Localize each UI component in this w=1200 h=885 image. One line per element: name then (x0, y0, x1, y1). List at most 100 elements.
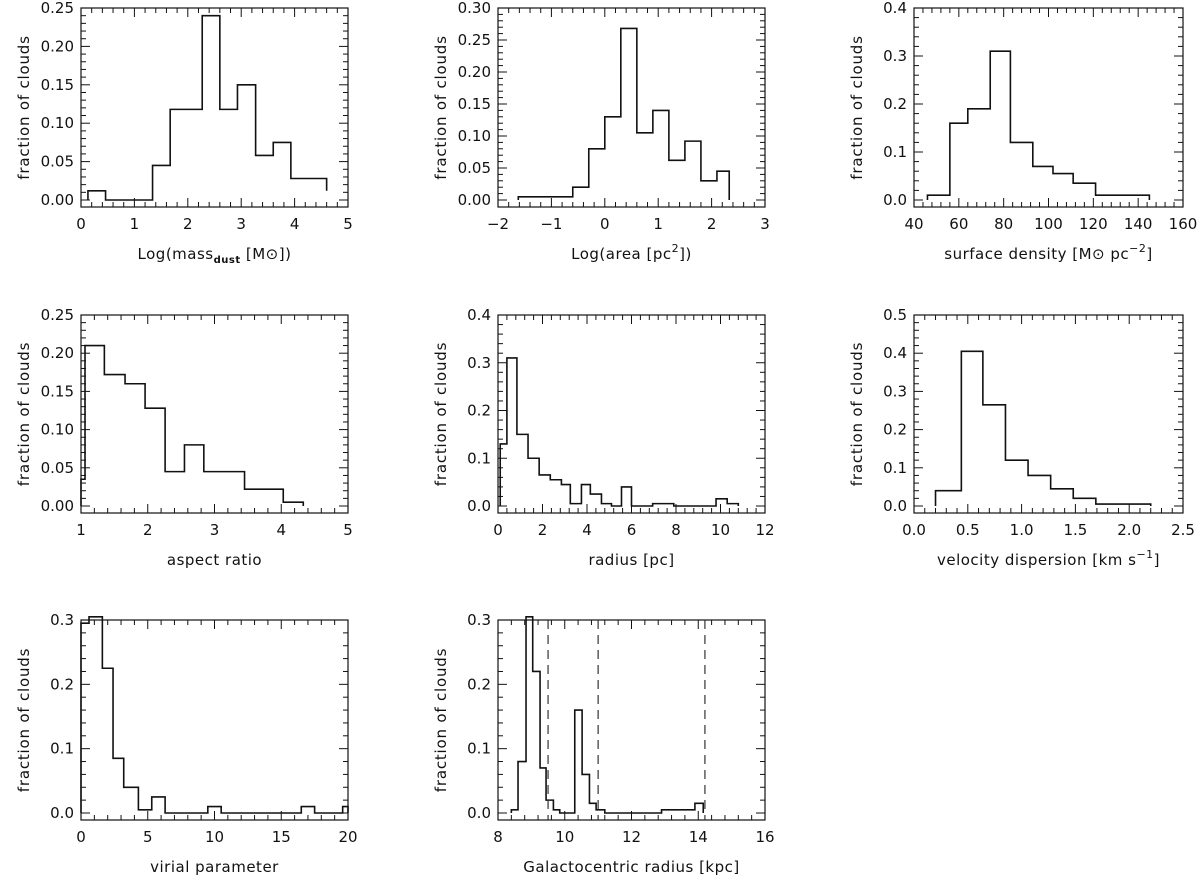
histogram-bin (968, 109, 990, 200)
histogram-bin (152, 797, 165, 813)
y-tick-label: 0.1 (883, 143, 907, 161)
y-tick-label: 0.20 (41, 344, 74, 362)
x-tick-label: 2 (707, 215, 717, 233)
y-tick-label: 0.20 (41, 37, 74, 55)
x-tick-label: −1 (540, 215, 562, 233)
histogram-panel: 8 10 12 14 16 0.0 0.1 0.2 0.3 fraction of clouds G… (432, 611, 775, 876)
x-tick-label: 5 (343, 215, 353, 233)
x-axis-label-main: velocity dispersion [km s (937, 551, 1136, 569)
histogram-bin (546, 800, 553, 813)
x-axis-label: Log(massdust [M⊙]) (138, 245, 292, 266)
histogram-outline (87, 14, 328, 201)
histogram-bin (202, 16, 220, 200)
y-axis-label: fraction of clouds (432, 648, 450, 792)
histogram-bin (1028, 475, 1051, 506)
histogram-bin (256, 155, 274, 200)
x-axis-label-superscript: −1 (1136, 548, 1153, 561)
histogram-bin (950, 123, 968, 200)
x-axis-label-subscript: dust (214, 255, 241, 266)
histogram-bin (575, 710, 582, 813)
x-axis-label-tail: ] (1146, 245, 1152, 263)
histogram-bin (170, 109, 202, 200)
x-axis-label-main: surface density [M⊙ pc (944, 245, 1129, 263)
x-tick-label: 0.0 (902, 521, 926, 539)
histogram-outline (510, 615, 705, 814)
x-axis-label: virial parameter (150, 858, 279, 876)
x-tick-label: 10 (555, 828, 574, 846)
histogram-bin (936, 491, 962, 506)
histogram-bin (184, 445, 203, 506)
x-tick-label: 40 (904, 215, 923, 233)
x-tick-label: 3 (236, 215, 246, 233)
y-axis-label: fraction of clouds (848, 342, 866, 486)
histogram-bin (301, 807, 314, 813)
y-tick-label: 0.3 (883, 47, 907, 65)
x-tick-label: 15 (272, 828, 291, 846)
histogram-bin (245, 489, 284, 506)
histogram-bin (717, 171, 729, 200)
x-axis-label-tail: ]) (679, 245, 692, 263)
x-tick-label: 1 (76, 521, 86, 539)
x-axis-label: surface density [M⊙ pc−2] (944, 242, 1152, 263)
histogram-bin (291, 178, 309, 200)
x-tick-label: 1 (653, 215, 663, 233)
x-tick-label: 2 (183, 215, 193, 233)
y-tick-label: 0.15 (41, 76, 74, 94)
histogram-panel: 0 1 2 3 4 5 0.00 0.05 0.10 0.15 0.20 0.25 fraction o… (15, 0, 353, 266)
histogram-outline (934, 350, 1152, 506)
y-tick-label: 0.0 (883, 191, 907, 209)
histogram-bin (582, 774, 589, 813)
histogram-outline (499, 357, 740, 507)
y-tick-label: 0.4 (883, 0, 907, 17)
histogram-bin (507, 358, 517, 506)
histogram-bin (113, 758, 124, 813)
x-tick-label: 8 (493, 828, 503, 846)
histogram-outline (80, 344, 305, 506)
histogram-bin (528, 458, 539, 506)
x-axis-label-main: Log(mass (138, 245, 214, 263)
y-tick-label: 0.3 (50, 611, 74, 629)
x-axis-label-tail: [M⊙]) (241, 245, 292, 263)
x-axis-label: radius [pc] (588, 551, 674, 569)
y-axis-label: fraction of clouds (432, 35, 450, 179)
histogram-outline (517, 27, 731, 200)
histogram-bin (1073, 498, 1096, 506)
histogram-bin (685, 141, 701, 200)
y-tick-label: 0.15 (41, 382, 74, 400)
histogram-bin (518, 197, 572, 200)
histogram-bin (662, 810, 695, 813)
x-tick-label: 0.5 (956, 521, 980, 539)
histogram-bin (581, 485, 590, 506)
histogram-bin (165, 472, 184, 506)
histogram-panel: 0.0 0.5 1.0 1.5 2.0 2.5 0.0 0.1 0.2 0.3 0.4 0.5 frac… (848, 306, 1195, 569)
histogram-bin (153, 165, 171, 200)
histogram-bin (224, 472, 245, 506)
x-axis-label: aspect ratio (167, 551, 262, 569)
histogram-panel: 0 2 4 6 8 10 12 0.0 0.1 0.2 0.3 0.4 fraction of clou… (432, 306, 775, 569)
y-tick-label: 0.3 (467, 354, 491, 372)
y-tick-label: 0.00 (41, 497, 74, 515)
y-tick-label: 0.2 (883, 95, 907, 113)
x-tick-label: 1.5 (1063, 521, 1087, 539)
histogram-bin (590, 494, 601, 506)
y-axis-label: fraction of clouds (848, 35, 866, 179)
histogram-panel: −2 −1 0 1 2 30.000.050.100.150.200.250.30frac… (432, 0, 770, 263)
histogram-bin (553, 810, 559, 813)
histogram-bin (621, 28, 637, 200)
y-tick-label: 0.15 (458, 95, 491, 113)
histogram-bin (517, 434, 528, 506)
y-tick-label: 0.10 (41, 114, 74, 132)
histogram-bin (621, 487, 631, 506)
histogram-bin (727, 504, 738, 506)
y-tick-label: 0.4 (467, 306, 491, 324)
histogram-bin (1053, 174, 1073, 200)
y-tick-label: 0.0 (467, 497, 491, 515)
x-axis-label-main: virial parameter (150, 858, 279, 876)
y-tick-label: 0.00 (458, 191, 491, 209)
y-tick-label: 0.2 (883, 421, 907, 439)
x-tick-label: 2.5 (1171, 521, 1195, 539)
histogram-bin (88, 191, 106, 200)
y-tick-label: 0.3 (883, 382, 907, 400)
x-tick-label: 120 (1079, 215, 1108, 233)
histogram-bin (605, 117, 621, 200)
